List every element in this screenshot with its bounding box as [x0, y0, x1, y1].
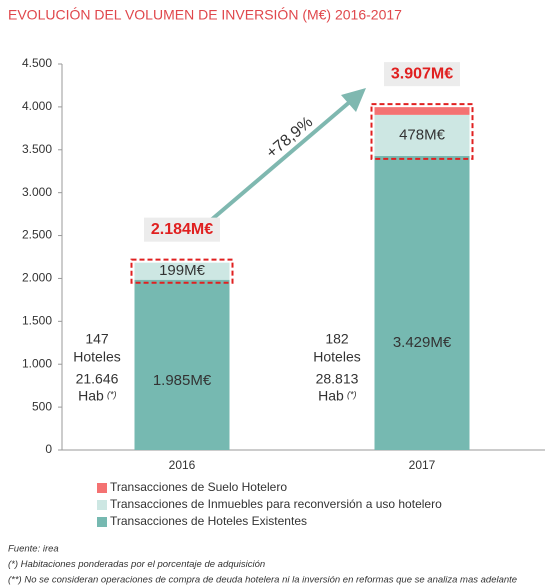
y-tick-label: 1.500 [22, 314, 52, 328]
x-tick-label: 2016 [169, 458, 196, 472]
legend-swatch [97, 483, 107, 493]
side-note-mark: (*) [107, 389, 117, 399]
y-tick-label: 500 [32, 399, 52, 413]
total-label: 2.184M€ [151, 221, 213, 238]
value-label: 478M€ [399, 126, 446, 143]
side-note: 28.813 [316, 371, 359, 387]
side-note: 182 [325, 331, 349, 347]
side-note: Hoteles [313, 349, 360, 365]
bar-segment [374, 114, 470, 156]
legend-label: Transacciones de Suelo Hotelero [110, 480, 287, 494]
growth-arrow [188, 98, 354, 240]
growth-arrow-head [341, 88, 366, 112]
side-note-mark: (*) [347, 389, 357, 399]
y-tick-label: 0 [45, 442, 52, 456]
y-tick-label: 1.000 [22, 356, 52, 370]
y-tick-label: 4.500 [22, 56, 52, 70]
footnote: (*) Habitaciones ponderadas por el porce… [8, 559, 265, 570]
highlight-box [370, 103, 474, 160]
value-label: 1.985M€ [153, 372, 212, 389]
side-note: Hoteles [73, 349, 120, 365]
chart-title: EVOLUCIÓN DEL VOLUMEN DE INVERSIÓN (M€) … [8, 7, 402, 23]
legend-label: Transacciones de Hoteles Existentes [110, 514, 307, 528]
y-tick-label: 2.500 [22, 228, 52, 242]
footnote: Fuente: irea [8, 544, 59, 555]
legend-swatch [97, 500, 107, 510]
bar-segment [134, 262, 230, 280]
footnote: (**) No se consideran operaciones de com… [8, 575, 517, 586]
highlight-box [130, 258, 234, 284]
value-label: 3.429M€ [393, 334, 452, 351]
y-tick-label: 3.500 [22, 142, 52, 156]
total-label-bg [384, 62, 460, 87]
bar-segment [374, 155, 470, 451]
y-tick-label: 3.000 [22, 185, 52, 199]
side-note: Hab [318, 388, 344, 404]
total-label: 3.907M€ [391, 65, 453, 82]
x-tick-label: 2017 [409, 458, 436, 472]
y-tick-label: 4.000 [22, 99, 52, 113]
side-note: 147 [85, 331, 109, 347]
y-tick-label: 2.000 [22, 271, 52, 285]
value-label: 199M€ [159, 262, 206, 279]
legend-label: Transacciones de Inmuebles para reconver… [110, 497, 442, 511]
side-note: Hab [78, 388, 104, 404]
side-note: 21.646 [76, 371, 119, 387]
bar-segment [134, 279, 230, 450]
legend-swatch [97, 517, 107, 527]
bar-segment [374, 107, 470, 115]
total-label-bg [144, 217, 220, 242]
